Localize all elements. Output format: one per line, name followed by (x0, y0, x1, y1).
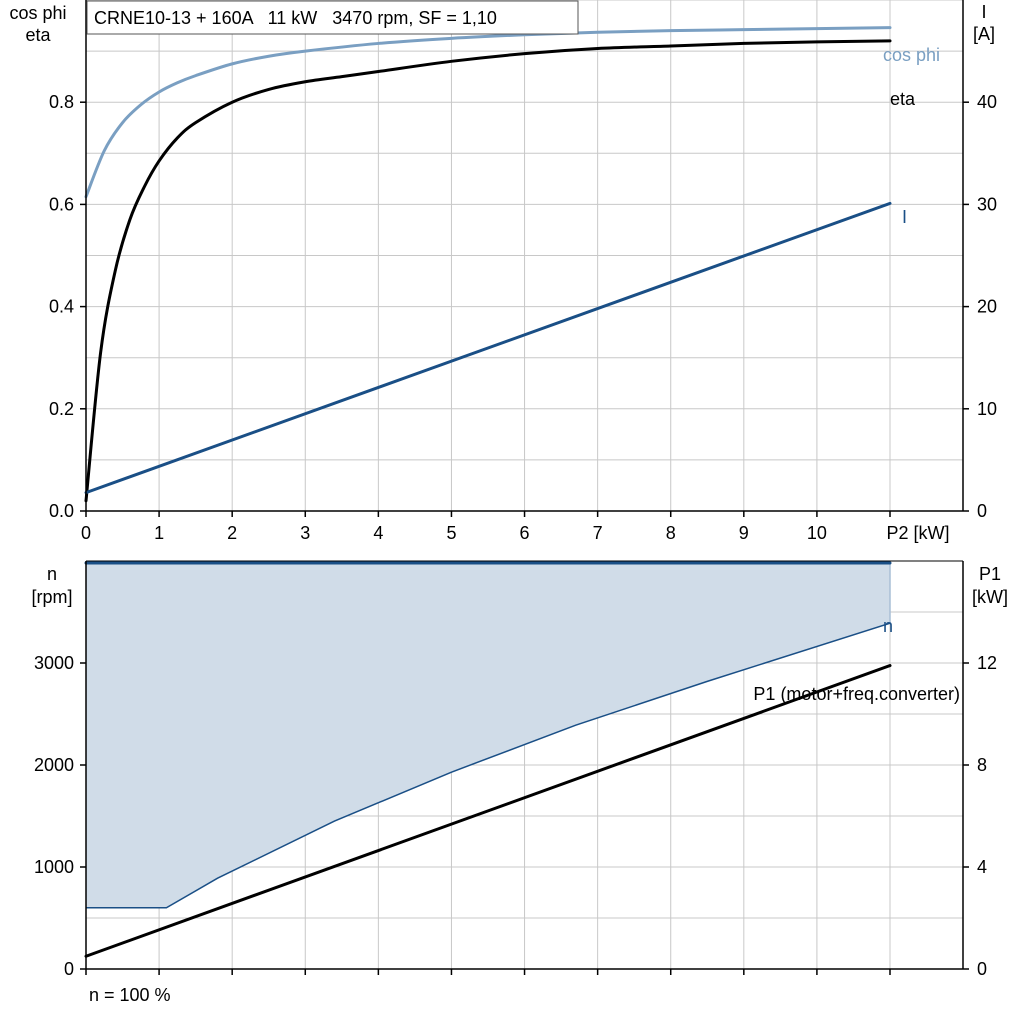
left-tick-label: 2000 (34, 755, 74, 775)
bottom-right-axis-label-line1: P1 (979, 564, 1001, 584)
bottom-right-axis-label-line2: [kW] (972, 587, 1008, 607)
bottom-left-axis-label-line1: n (47, 564, 57, 584)
left-tick-label: 0 (64, 959, 74, 979)
right-tick-label: 0 (977, 501, 987, 521)
chart-title-box (86, 0, 579, 35)
top-x-axis-label: P2 [kW] (886, 523, 949, 543)
right-tick-label: 12 (977, 653, 997, 673)
speed-footnote: n = 100 % (89, 985, 171, 1005)
right-tick-label: 4 (977, 857, 987, 877)
right-tick-label: 10 (977, 399, 997, 419)
x-tick-label: 7 (593, 523, 603, 543)
bottom-left-axis-label-line2: [rpm] (31, 587, 72, 607)
top-left-axis-label-line1: cos phi (9, 3, 66, 23)
x-tick-label: 2 (227, 523, 237, 543)
x-tick-label: 9 (739, 523, 749, 543)
x-tick-label: 4 (373, 523, 383, 543)
speed-range-area (86, 563, 890, 908)
label-p1: P1 (motor+freq.converter) (753, 684, 960, 704)
top-right-axis-label-line2: [A] (973, 24, 995, 44)
label-eta: eta (890, 89, 916, 109)
label-speed: n (883, 616, 893, 636)
label-cos-phi: cos phi (883, 45, 940, 65)
right-tick-label: 30 (977, 194, 997, 214)
series-line-0-1 (84, 39, 892, 503)
left-tick-label: 0.4 (49, 297, 74, 317)
x-tick-label: 8 (666, 523, 676, 543)
series-line-0-2 (84, 201, 892, 495)
axes-layer: 0.00.20.40.60.80102030400100020003000048… (34, 0, 997, 979)
right-tick-label: 20 (977, 297, 997, 317)
left-tick-label: 0.2 (49, 399, 74, 419)
speed-range-lower-edge (86, 622, 891, 909)
right-tick-label: 0 (977, 959, 987, 979)
x-tick-label: 5 (446, 523, 456, 543)
series-layer (84, 26, 892, 958)
series-line-0-0 (84, 26, 892, 199)
right-tick-label: 40 (977, 92, 997, 112)
left-tick-label: 3000 (34, 653, 74, 673)
x-tick-label: 1 (154, 523, 164, 543)
speed-range-layer (86, 563, 891, 909)
left-tick-label: 0.8 (49, 92, 74, 112)
right-tick-label: 8 (977, 755, 987, 775)
chart-title: CRNE10-13 + 160A 11 kW 3470 rpm, SF = 1,… (94, 8, 497, 28)
series-line-1-1 (84, 664, 892, 958)
x-tick-label: 3 (300, 523, 310, 543)
left-tick-label: 1000 (34, 857, 74, 877)
top-left-axis-label-line2: eta (25, 25, 51, 45)
left-tick-label: 0.0 (49, 501, 74, 521)
label-current: I (902, 207, 907, 227)
left-tick-label: 0.6 (49, 194, 74, 214)
x-tick-label: 6 (520, 523, 530, 543)
top-right-axis-label-line1: I (981, 2, 986, 22)
x-tick-label: 10 (807, 523, 827, 543)
x-tick-label: 0 (81, 523, 91, 543)
